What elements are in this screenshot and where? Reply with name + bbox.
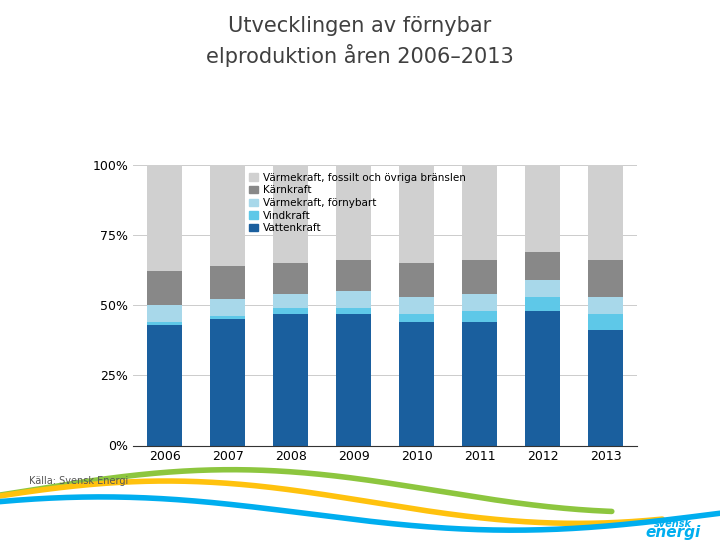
Bar	[274, 263, 308, 294]
Text: Källa: Svensk Energi: Källa: Svensk Energi	[29, 476, 128, 486]
Bar	[526, 280, 560, 296]
Bar	[148, 305, 182, 322]
Bar	[588, 296, 623, 314]
Bar	[588, 165, 623, 260]
Bar	[462, 310, 497, 322]
Bar	[526, 296, 560, 310]
Bar	[210, 300, 245, 316]
Bar	[462, 165, 497, 260]
Bar	[400, 322, 434, 446]
Bar	[526, 165, 560, 252]
Bar	[336, 165, 371, 260]
Bar	[526, 310, 560, 446]
Bar	[336, 260, 371, 291]
Bar	[210, 165, 245, 266]
Bar	[274, 294, 308, 308]
Bar	[526, 252, 560, 280]
Bar	[588, 330, 623, 446]
Bar	[462, 294, 497, 310]
Bar	[400, 314, 434, 322]
Bar	[274, 308, 308, 314]
Bar	[588, 260, 623, 296]
Legend: Värmekraft, fossilt och övriga bränslen, Kärnkraft, Värmekraft, förnybart, Vindk: Värmekraft, fossilt och övriga bränslen,…	[249, 173, 466, 233]
Bar	[400, 263, 434, 296]
Bar	[336, 291, 371, 308]
Bar	[210, 266, 245, 300]
Bar	[588, 314, 623, 330]
Bar	[148, 165, 182, 272]
Bar	[148, 322, 182, 325]
Bar	[336, 308, 371, 314]
Bar	[148, 272, 182, 305]
Bar	[462, 322, 497, 446]
Bar	[210, 316, 245, 319]
Bar	[400, 165, 434, 263]
Bar	[462, 260, 497, 294]
Bar	[400, 296, 434, 314]
Bar	[274, 165, 308, 263]
Text: Utvecklingen av förnybar
elproduktion åren 2006–2013: Utvecklingen av förnybar elproduktion år…	[206, 16, 514, 67]
Bar	[148, 325, 182, 445]
Bar	[210, 319, 245, 446]
Bar	[336, 314, 371, 445]
Text: svensk: svensk	[654, 519, 692, 529]
Text: energi: energi	[646, 525, 701, 540]
Bar	[274, 314, 308, 445]
